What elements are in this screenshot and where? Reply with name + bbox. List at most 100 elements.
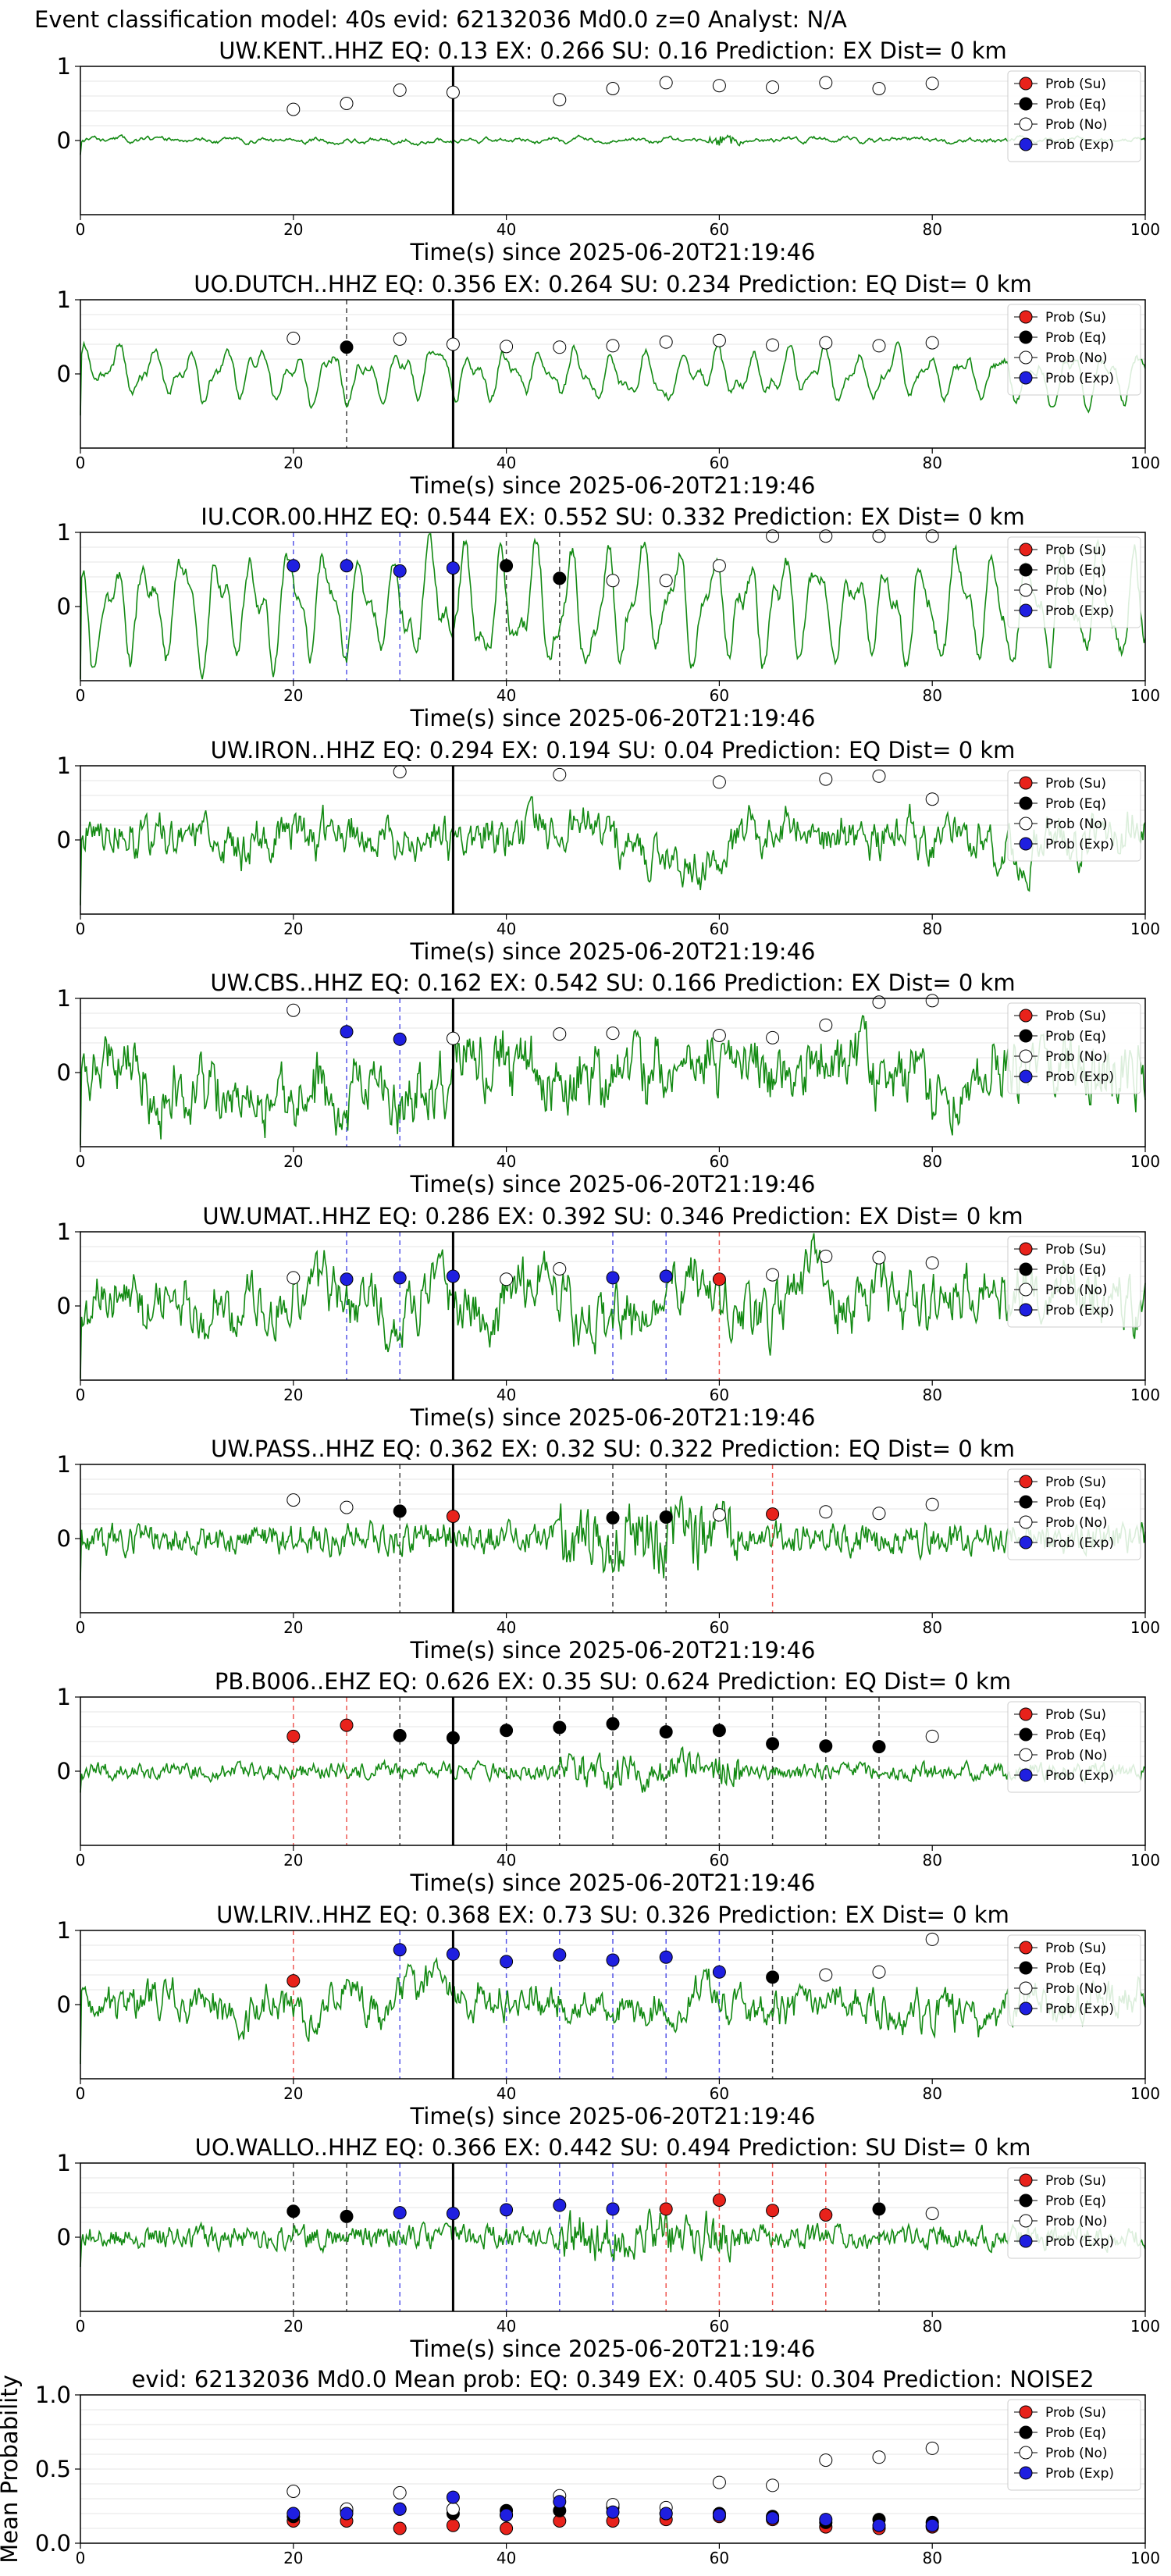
x-tick-label: 20 bbox=[283, 2317, 303, 2336]
prob-point-exp bbox=[393, 1032, 407, 1046]
prob-point-exp bbox=[393, 1943, 407, 1957]
x-tick-label: 20 bbox=[283, 2549, 303, 2567]
waveform-trace bbox=[80, 1015, 1146, 1146]
x-tick-label: 100 bbox=[1130, 1618, 1160, 1637]
axes-frame bbox=[80, 1930, 1146, 2080]
legend-marker bbox=[1019, 371, 1033, 385]
x-tick-label: 100 bbox=[1130, 2317, 1160, 2336]
legend-label: Prob (Su) bbox=[1045, 76, 1106, 92]
legend-marker bbox=[1019, 1009, 1033, 1023]
legend-marker bbox=[1019, 1029, 1033, 1043]
prob-point-no bbox=[872, 1251, 886, 1265]
legend-marker bbox=[1019, 330, 1033, 344]
axes-panel-7: UW.PASS..HHZ EQ: 0.362 EX: 0.32 SU: 0.32… bbox=[57, 1436, 1161, 1663]
legend-label: Prob (Exp) bbox=[1045, 137, 1114, 153]
x-tick-label: 0 bbox=[76, 686, 86, 705]
legend-marker bbox=[1019, 1941, 1033, 1955]
legend-marker bbox=[1019, 817, 1033, 831]
legend-label: Prob (Eq) bbox=[1045, 1029, 1106, 1044]
prob-point-no bbox=[393, 83, 407, 97]
legend-marker bbox=[1019, 2194, 1033, 2208]
legend-label: Prob (Eq) bbox=[1045, 1961, 1106, 1976]
prob-point-eq bbox=[712, 1724, 726, 1738]
legend-label: Prob (Exp) bbox=[1045, 837, 1114, 852]
legend-marker bbox=[1019, 2405, 1033, 2419]
prob-point-no bbox=[819, 76, 833, 90]
legend-marker bbox=[1019, 1768, 1033, 1782]
x-tick-label: 20 bbox=[283, 920, 303, 938]
y-tick-label: 0 bbox=[57, 1991, 71, 2018]
x-axis-label: Time(s) since 2025-06-20T21:19:46 bbox=[410, 705, 816, 731]
legend-marker bbox=[1019, 1727, 1033, 1742]
y-tick-label: 1 bbox=[57, 286, 71, 313]
axes-panel-3: IU.COR.00.HHZ EQ: 0.544 EX: 0.552 SU: 0.… bbox=[57, 503, 1161, 731]
panel-title: IU.COR.00.HHZ EQ: 0.544 EX: 0.552 SU: 0.… bbox=[201, 503, 1024, 530]
legend-label: Prob (Su) bbox=[1045, 1941, 1106, 1956]
waveform-trace bbox=[80, 796, 1146, 906]
mean-prob-point-su bbox=[393, 2521, 407, 2535]
prob-point-no bbox=[872, 82, 886, 95]
prob-point-no bbox=[446, 1031, 460, 1045]
prob-point-no bbox=[819, 1505, 833, 1519]
legend-marker bbox=[1019, 1303, 1033, 1317]
prob-point-exp bbox=[287, 559, 301, 573]
x-tick-label: 80 bbox=[922, 2317, 941, 2336]
prob-point-su bbox=[287, 1974, 301, 1988]
legend-frame bbox=[1007, 1701, 1141, 1793]
prob-point-no bbox=[606, 574, 620, 588]
prob-point-no bbox=[287, 102, 301, 116]
prob-point-eq bbox=[393, 1728, 407, 1742]
x-tick-label: 0 bbox=[76, 1386, 86, 1404]
panel-title: UW.UMAT..HHZ EQ: 0.286 EX: 0.392 SU: 0.3… bbox=[202, 1203, 1023, 1229]
panel-title: UW.IRON..HHZ EQ: 0.294 EX: 0.194 SU: 0.0… bbox=[211, 737, 1016, 763]
x-tick-label: 60 bbox=[710, 1618, 729, 1637]
prob-point-no bbox=[925, 2207, 939, 2221]
prob-point-exp bbox=[340, 1025, 354, 1039]
prob-point-no bbox=[925, 1729, 939, 1743]
legend-marker bbox=[1019, 2466, 1033, 2480]
mean-prob-point-exp bbox=[606, 2505, 620, 2519]
prob-point-su bbox=[766, 1507, 780, 1521]
prob-point-no bbox=[712, 1029, 726, 1042]
legend-label: Prob (Exp) bbox=[1045, 2001, 1114, 2017]
legend-label: Prob (Su) bbox=[1045, 2173, 1106, 2189]
prob-point-exp bbox=[606, 1953, 620, 1967]
panel-title: UO.WALLO..HHZ EQ: 0.366 EX: 0.442 SU: 0.… bbox=[195, 2134, 1031, 2161]
legend-marker bbox=[1019, 1515, 1033, 1529]
x-tick-label: 0 bbox=[76, 1618, 86, 1637]
legend: Prob (Su) Prob (Eq) Prob (No) Prob (Exp) bbox=[1007, 536, 1141, 628]
legend-marker bbox=[1019, 1475, 1033, 1489]
x-axis-label: Time(s) since 2025-06-20T21:19:46 bbox=[410, 1637, 816, 1663]
prob-point-no bbox=[819, 1018, 833, 1032]
prob-point-exp bbox=[606, 2202, 620, 2216]
x-tick-label: 40 bbox=[497, 2317, 516, 2336]
legend-marker bbox=[1019, 583, 1033, 597]
legend-label: Prob (Exp) bbox=[1045, 2466, 1114, 2482]
prob-point-eq bbox=[606, 1510, 620, 1525]
legend-marker bbox=[1019, 1535, 1033, 1550]
legend-frame bbox=[1007, 1468, 1141, 1560]
mean-prob-point-exp bbox=[712, 2508, 726, 2522]
x-tick-label: 0 bbox=[76, 454, 86, 472]
prob-point-no bbox=[872, 529, 886, 543]
legend-frame bbox=[1007, 1002, 1141, 1094]
legend-label: Prob (Exp) bbox=[1045, 1303, 1114, 1318]
legend-marker bbox=[1019, 1961, 1033, 1975]
legend-label: Prob (Exp) bbox=[1045, 603, 1114, 619]
prob-point-no bbox=[766, 338, 780, 352]
x-tick-label: 40 bbox=[497, 920, 516, 938]
legend-marker bbox=[1019, 117, 1033, 131]
mean-prob-point-exp bbox=[393, 2502, 407, 2516]
prob-point-exp bbox=[553, 2198, 567, 2212]
mean-prob-point-exp bbox=[925, 2518, 939, 2532]
mean-prob-point-no bbox=[766, 2478, 780, 2492]
axes-panel-9: UW.LRIV..HHZ EQ: 0.368 EX: 0.73 SU: 0.32… bbox=[57, 1902, 1161, 2129]
legend: Prob (Su) Prob (Eq) Prob (No) Prob (Exp) bbox=[1007, 2167, 1141, 2259]
legend-label: Prob (Eq) bbox=[1045, 1727, 1106, 1743]
prob-point-no bbox=[553, 767, 567, 781]
legend-frame bbox=[1007, 304, 1141, 396]
legend-frame bbox=[1007, 536, 1141, 628]
x-tick-label: 80 bbox=[922, 2084, 941, 2103]
legend-marker bbox=[1019, 2234, 1033, 2248]
y-tick-label: 0 bbox=[57, 2224, 71, 2250]
